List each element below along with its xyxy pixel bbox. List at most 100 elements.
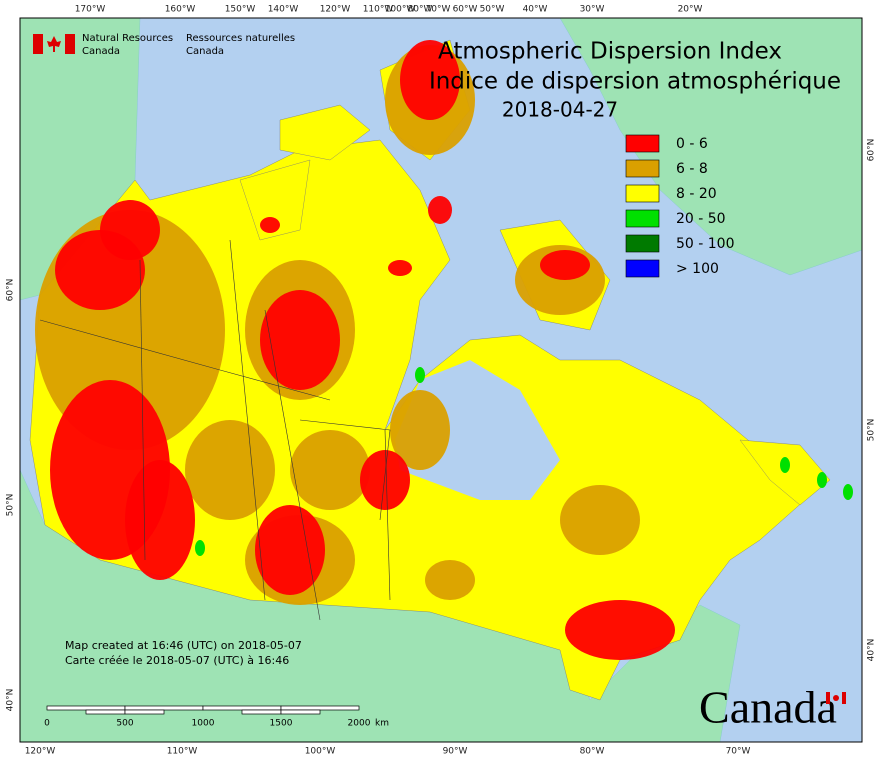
flag-leaf xyxy=(47,36,61,52)
graticule-label: 60°W xyxy=(453,5,478,15)
zone-index-20-50 xyxy=(843,484,853,500)
scale-segment xyxy=(202,705,282,711)
legend-label: 0 - 6 xyxy=(676,136,708,152)
graticule-label: 50°W xyxy=(480,5,505,15)
graticule-label: 70°W xyxy=(426,5,451,15)
graticule-label: 50°N xyxy=(6,494,16,517)
zone-index-0-6 xyxy=(125,460,195,580)
zone-index-20-50 xyxy=(415,367,425,383)
map-frame xyxy=(19,17,863,743)
wordmark-flag xyxy=(842,692,846,704)
border-line xyxy=(299,419,391,521)
graticule-label: 40°N xyxy=(867,639,877,662)
graticule-label: 100°W xyxy=(385,5,416,15)
title: Atmospheric Dispersion Index xyxy=(438,39,782,65)
dept-en: Canada xyxy=(82,46,120,57)
scale-segment xyxy=(241,709,282,715)
legend-swatch xyxy=(625,209,660,228)
wordmark-flag xyxy=(826,692,830,704)
zone-index-6-8 xyxy=(185,420,275,520)
land-index-8-20 xyxy=(239,159,311,241)
zone-index-0-6 xyxy=(255,505,325,595)
zone-index-6-8 xyxy=(560,485,640,555)
credit: Carte créée le 2018-05-07 (UTC) à 16:46 xyxy=(65,654,289,667)
graticule-label: 50°N xyxy=(867,419,877,442)
legend-label: 6 - 8 xyxy=(676,161,708,177)
graticule-label: 140°W xyxy=(268,5,299,15)
zone-index-20-50 xyxy=(195,540,205,556)
zone-index-6-8 xyxy=(290,430,370,510)
zone-index-20-50 xyxy=(817,472,827,488)
legend-swatch xyxy=(625,134,660,153)
zone-index-6-8 xyxy=(390,390,450,470)
zone-index-0-6 xyxy=(540,250,590,280)
zone-index-0-6 xyxy=(260,290,340,390)
graticule-label: 20°W xyxy=(678,5,703,15)
scale-segment xyxy=(124,709,165,715)
legend-swatch xyxy=(625,159,660,178)
scale-label: 1500 xyxy=(270,719,293,729)
flag-bar xyxy=(33,34,43,54)
graticule-label: 70°W xyxy=(726,747,751,757)
dept-fr: Ressources naturelles xyxy=(186,33,295,44)
legend-swatch xyxy=(625,234,660,253)
scale-segment xyxy=(280,705,360,711)
border-line xyxy=(229,239,266,601)
border-line xyxy=(264,309,321,621)
map-shapes xyxy=(19,17,863,743)
graticule-label: 120°W xyxy=(320,5,351,15)
border-line xyxy=(39,319,331,401)
zone-index-0-6 xyxy=(400,40,460,120)
graticule-label: 100°W xyxy=(305,747,336,757)
scale-label: 0 xyxy=(44,719,50,729)
dept-fr: Canada xyxy=(186,46,224,57)
date: 2018-04-27 xyxy=(502,98,618,122)
scale-label: 1000 xyxy=(192,719,215,729)
scale-label: 2000 xyxy=(348,719,371,729)
scale-segment xyxy=(85,709,126,715)
zone-index-20-50 xyxy=(780,457,790,473)
graticule-label: 110°W xyxy=(167,747,198,757)
graticule-label: 40°N xyxy=(6,689,16,712)
graticule-label: 40°W xyxy=(523,5,548,15)
hudson-bay xyxy=(395,360,560,500)
legend-swatch xyxy=(625,259,660,278)
scale-bar: 0 500 1000 1500 2000 km xyxy=(44,705,389,729)
scale-label: 500 xyxy=(116,719,133,729)
graticule-label: 170°W xyxy=(75,5,106,15)
dept-en: Natural Resources xyxy=(82,33,173,44)
zone-index-0-6 xyxy=(260,217,280,233)
graticule-label: 30°W xyxy=(580,5,605,15)
scale-segment xyxy=(124,705,204,711)
graticule-label: 80°W xyxy=(408,5,433,15)
graticule-label: 80°W xyxy=(580,747,605,757)
land-index-8-20 xyxy=(279,104,371,161)
scale-segment xyxy=(46,705,126,711)
legend-swatch xyxy=(625,184,660,203)
zone-index-0-6 xyxy=(360,450,410,510)
border-line xyxy=(384,429,391,601)
scale-segment xyxy=(280,709,321,715)
graticule-label: 110°W xyxy=(363,5,394,15)
legend-label: > 100 xyxy=(676,261,719,277)
legend-label: 8 - 20 xyxy=(676,186,717,202)
graticule-label: 60°N xyxy=(867,139,877,162)
title: Indice de dispersion atmosphérique xyxy=(429,69,841,95)
wordmark-flag xyxy=(833,695,839,701)
credit: Map created at 16:46 (UTC) on 2018-05-07 xyxy=(65,639,302,652)
zone-index-0-6 xyxy=(565,600,675,660)
graticule-label: 90°W xyxy=(443,747,468,757)
zone-index-0-6 xyxy=(388,260,412,276)
graticule-label: 120°W xyxy=(25,747,56,757)
legend-label: 50 - 100 xyxy=(676,236,735,252)
scale-unit: km xyxy=(375,719,389,729)
wordmark: Canada xyxy=(699,682,837,733)
legend: 0 - 6 6 - 8 8 - 20 20 - 50 50 - 100 > 100 xyxy=(625,134,735,278)
zone-index-0-6 xyxy=(428,196,452,224)
zone-index-6-8 xyxy=(425,560,475,600)
border-line xyxy=(139,259,146,561)
zone-index-0-6 xyxy=(100,200,160,260)
graticule-label: 160°W xyxy=(165,5,196,15)
flag-bar xyxy=(65,34,75,54)
